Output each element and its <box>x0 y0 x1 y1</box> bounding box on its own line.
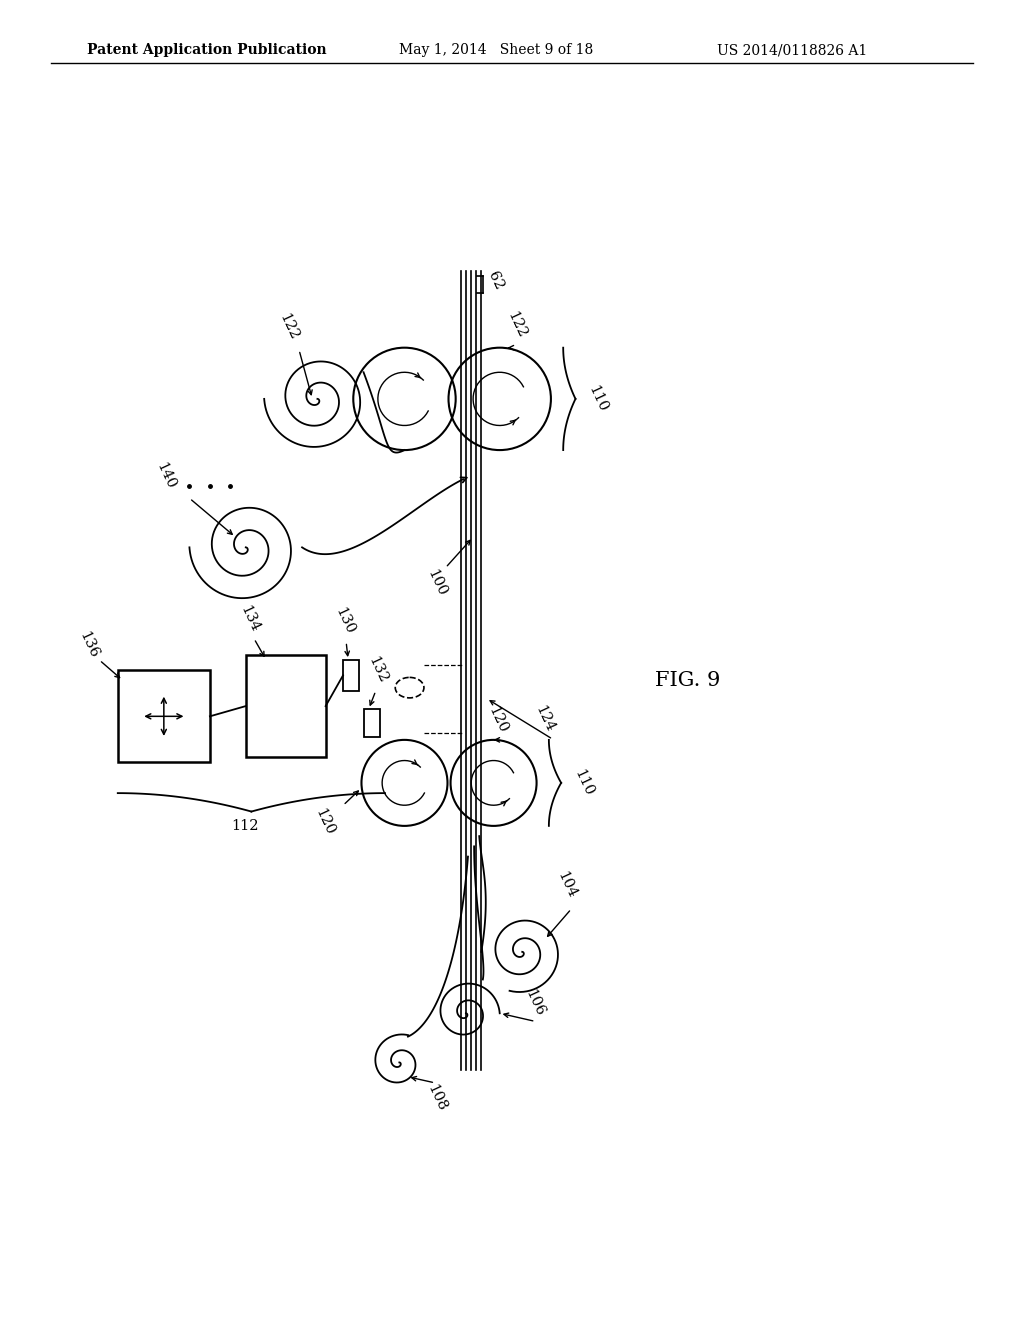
FancyBboxPatch shape <box>246 655 326 758</box>
Text: 110: 110 <box>586 383 610 414</box>
Text: US 2014/0118826 A1: US 2014/0118826 A1 <box>717 44 867 57</box>
Text: 130: 130 <box>333 606 357 636</box>
FancyBboxPatch shape <box>364 709 380 737</box>
Text: 106: 106 <box>522 987 547 1019</box>
Text: 140: 140 <box>154 461 178 491</box>
FancyBboxPatch shape <box>343 660 359 690</box>
Text: FIG. 9: FIG. 9 <box>655 671 721 690</box>
Text: 122: 122 <box>505 310 529 341</box>
Text: 136: 136 <box>77 630 101 660</box>
Text: Patent Application Publication: Patent Application Publication <box>87 44 327 57</box>
Text: 62: 62 <box>485 269 506 293</box>
Text: 100: 100 <box>425 568 450 599</box>
Text: 104: 104 <box>555 870 580 900</box>
Text: 112: 112 <box>231 818 258 833</box>
Text: 132: 132 <box>366 655 390 686</box>
FancyBboxPatch shape <box>118 671 210 763</box>
Text: 124: 124 <box>532 704 557 734</box>
Text: 110: 110 <box>571 767 596 799</box>
Text: 120: 120 <box>485 704 510 735</box>
Text: May 1, 2014   Sheet 9 of 18: May 1, 2014 Sheet 9 of 18 <box>399 44 594 57</box>
Text: 122: 122 <box>276 312 301 343</box>
Text: 108: 108 <box>425 1082 450 1114</box>
Text: 134: 134 <box>238 603 262 635</box>
Text: 120: 120 <box>312 807 337 837</box>
